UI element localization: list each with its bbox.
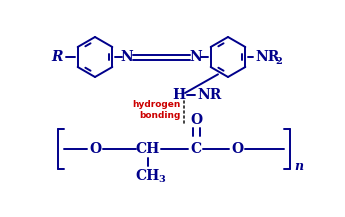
Text: hydrogen
bonding: hydrogen bonding	[132, 100, 181, 120]
Text: N: N	[121, 50, 134, 64]
Text: NR: NR	[197, 88, 221, 102]
Text: n: n	[294, 159, 303, 173]
Text: CH: CH	[135, 169, 159, 183]
Text: O: O	[190, 113, 202, 127]
Text: C: C	[190, 142, 201, 156]
Text: O: O	[231, 142, 243, 156]
Text: O: O	[89, 142, 101, 156]
Text: NR: NR	[255, 50, 279, 64]
Text: H: H	[172, 88, 185, 102]
Text: N: N	[190, 50, 203, 64]
Text: 3: 3	[158, 174, 165, 184]
Text: CH: CH	[136, 142, 160, 156]
Text: R: R	[51, 50, 63, 64]
Text: 2: 2	[275, 56, 282, 66]
